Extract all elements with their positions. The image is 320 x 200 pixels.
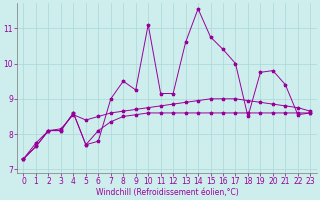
X-axis label: Windchill (Refroidissement éolien,°C): Windchill (Refroidissement éolien,°C) [96,188,238,197]
